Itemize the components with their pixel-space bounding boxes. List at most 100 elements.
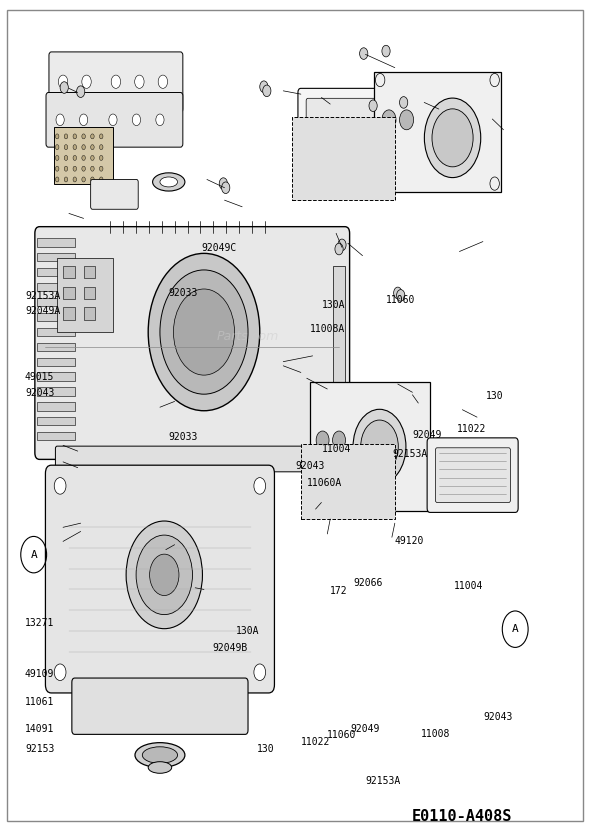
Circle shape [73,145,77,150]
Circle shape [219,178,228,189]
Circle shape [333,431,346,450]
Bar [37,387,75,396]
Circle shape [64,166,68,171]
Text: 92049: 92049 [412,430,442,440]
Bar [84,287,96,299]
Circle shape [263,85,271,96]
Ellipse shape [142,747,178,764]
FancyBboxPatch shape [435,448,510,503]
Ellipse shape [135,743,185,768]
Text: 92153A: 92153A [365,776,401,786]
Circle shape [399,110,414,130]
Bar [301,445,395,519]
FancyBboxPatch shape [72,678,248,735]
Bar [54,127,113,184]
Text: 11004: 11004 [454,581,483,591]
Circle shape [338,239,346,251]
Circle shape [82,177,86,182]
Text: A: A [30,549,37,559]
Circle shape [100,145,103,150]
Bar [37,432,75,440]
Circle shape [82,75,91,88]
Circle shape [55,166,59,171]
Circle shape [160,270,248,394]
Circle shape [82,155,86,160]
Circle shape [55,134,59,139]
Text: 11061: 11061 [25,697,54,707]
Circle shape [369,100,377,111]
FancyBboxPatch shape [55,446,329,472]
Circle shape [55,145,59,150]
Bar [37,357,75,366]
Bar [57,258,113,332]
Circle shape [100,134,103,139]
Circle shape [394,288,402,298]
Circle shape [382,110,396,130]
Text: 92049C: 92049C [201,243,236,253]
Text: 49120: 49120 [395,536,424,546]
Text: 11022: 11022 [301,737,330,747]
Circle shape [82,145,86,150]
Text: 92043: 92043 [483,712,512,722]
Bar [37,238,75,247]
Bar [84,307,96,320]
Circle shape [64,134,68,139]
Ellipse shape [160,177,178,187]
Circle shape [64,177,68,182]
Text: A: A [512,624,519,634]
Bar [37,417,75,425]
Bar [37,268,75,277]
Circle shape [64,145,68,150]
Circle shape [126,521,202,629]
Circle shape [399,96,408,108]
Text: 92153A: 92153A [25,292,60,302]
Text: 13271: 13271 [25,617,54,627]
Bar [63,307,75,320]
Circle shape [80,114,88,125]
Circle shape [55,177,59,182]
Bar [63,287,75,299]
Circle shape [82,166,86,171]
Text: 11008: 11008 [421,729,451,739]
Circle shape [316,431,329,450]
Circle shape [424,98,481,178]
Circle shape [73,177,77,182]
Text: Parts.com: Parts.com [217,330,279,343]
Circle shape [136,535,192,615]
Bar [37,253,75,262]
Circle shape [64,155,68,160]
Bar [374,71,500,192]
Circle shape [135,75,144,88]
Circle shape [73,155,77,160]
Circle shape [55,155,59,160]
Circle shape [73,134,77,139]
Text: 11060: 11060 [327,730,357,740]
Circle shape [396,290,405,301]
Text: 11022: 11022 [457,424,486,434]
Circle shape [60,81,68,93]
Circle shape [91,166,94,171]
Circle shape [360,420,398,473]
Text: 92066: 92066 [354,578,383,588]
Text: 11060A: 11060A [307,478,342,488]
Text: 172: 172 [330,586,348,596]
Circle shape [173,289,234,375]
Circle shape [260,81,268,92]
Text: 92049A: 92049A [25,306,60,316]
Text: 92049: 92049 [351,724,380,734]
Circle shape [91,155,94,160]
Circle shape [58,75,68,88]
Circle shape [82,134,86,139]
Bar [37,312,75,321]
Text: 130A: 130A [236,626,260,636]
Ellipse shape [153,173,185,191]
Circle shape [91,145,94,150]
Circle shape [109,114,117,125]
Bar [333,267,345,420]
Circle shape [132,114,140,125]
Bar [37,372,75,381]
FancyBboxPatch shape [46,92,183,147]
Text: 130: 130 [257,745,274,755]
Bar [310,382,430,511]
Circle shape [353,410,406,484]
